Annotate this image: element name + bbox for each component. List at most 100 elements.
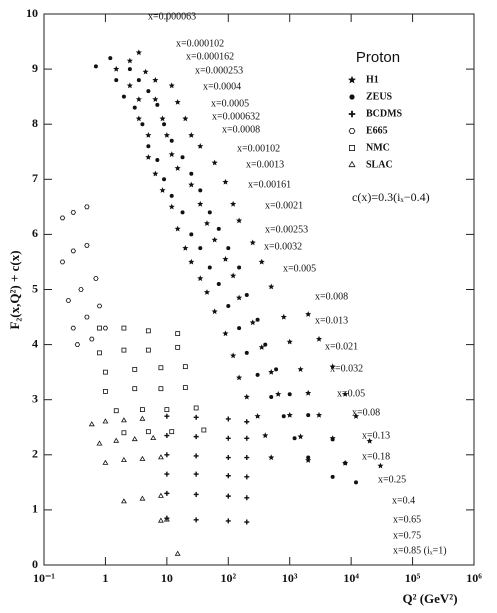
x-tick-label: 10 xyxy=(161,571,173,585)
star-marker xyxy=(262,432,269,439)
dot-marker xyxy=(198,246,203,251)
legend-label: NMC xyxy=(366,142,390,153)
legend-title: Proton xyxy=(356,49,400,66)
star-marker xyxy=(297,366,304,372)
y-tick-label: 10 xyxy=(26,6,38,20)
dot-marker xyxy=(349,94,355,100)
legend-label: ZEUS xyxy=(366,91,393,102)
triangle-marker xyxy=(102,459,109,465)
star-marker xyxy=(163,132,170,138)
dot-marker xyxy=(343,461,348,466)
x-tick-label: 1 xyxy=(102,571,108,585)
hexagon-marker xyxy=(96,303,103,309)
bin-label: x=0.00161 xyxy=(248,179,291,190)
dot-marker xyxy=(162,122,167,127)
y-tick-label: 3 xyxy=(32,391,38,405)
x-tick-label: 10⁶ xyxy=(466,571,482,585)
plot-frame xyxy=(43,13,475,566)
bin-label: x=0.18 xyxy=(362,451,390,462)
square-marker xyxy=(145,328,151,334)
hexagon-marker xyxy=(78,287,84,292)
square-marker xyxy=(121,325,127,331)
cross-marker xyxy=(164,490,170,496)
hexagon-marker xyxy=(70,248,76,254)
triangle-marker xyxy=(150,434,157,441)
dot-marker xyxy=(146,144,151,149)
cross-marker xyxy=(348,110,356,118)
legend-label: SLAC xyxy=(366,159,393,170)
hexagon-marker xyxy=(89,336,95,342)
star-marker xyxy=(348,75,356,84)
triangle-marker xyxy=(139,415,146,421)
square-marker xyxy=(103,389,108,394)
bin-label: x=0.005 xyxy=(283,263,316,274)
y-tick-label: 7 xyxy=(32,171,38,185)
dot-marker xyxy=(162,177,167,182)
cross-marker xyxy=(193,471,199,477)
dot-marker xyxy=(140,122,145,127)
triangle-marker xyxy=(113,437,120,443)
star-marker xyxy=(280,313,287,320)
square-marker xyxy=(113,408,119,414)
dot-marker xyxy=(226,246,231,251)
star-marker xyxy=(188,258,195,265)
x-tick-label: 10⁵ xyxy=(405,571,421,585)
square-marker xyxy=(97,325,102,331)
dot-marker xyxy=(354,480,359,485)
star-marker xyxy=(152,76,159,83)
star-marker xyxy=(316,335,323,342)
star-marker xyxy=(203,220,210,226)
y-tick-label: 5 xyxy=(32,281,38,295)
star-marker xyxy=(230,200,237,207)
cross-marker xyxy=(244,455,250,461)
dot-marker xyxy=(255,372,260,377)
square-marker xyxy=(103,369,108,375)
star-marker xyxy=(268,283,275,290)
triangle-marker xyxy=(88,421,95,427)
dot-marker xyxy=(207,265,212,270)
star-marker xyxy=(135,115,142,122)
bin-label: x=0.08 xyxy=(352,407,380,418)
triangle-marker xyxy=(174,550,181,556)
star-marker xyxy=(168,151,175,158)
dot-marker xyxy=(121,94,126,99)
dot-marker xyxy=(237,265,242,270)
star-marker xyxy=(329,363,336,370)
triangle-marker xyxy=(139,455,146,461)
bin-label: x=0.0008 xyxy=(222,124,260,135)
dot-marker xyxy=(244,350,249,355)
star-marker xyxy=(268,368,275,375)
dot-marker xyxy=(255,317,260,322)
bin-label: x=0.0005 xyxy=(211,98,249,109)
star-marker xyxy=(182,115,189,122)
dot-marker xyxy=(330,437,335,442)
star-marker xyxy=(113,65,120,72)
bin-label: x=0.013 xyxy=(315,315,348,326)
hexagon-marker xyxy=(74,342,81,347)
star-marker xyxy=(211,308,218,315)
square-marker xyxy=(164,407,170,413)
dot-marker xyxy=(292,436,297,441)
hexagon-marker xyxy=(59,215,66,221)
cross-marker xyxy=(193,434,199,440)
bin-label: x=0.05 xyxy=(337,388,365,399)
triangle-marker xyxy=(158,492,164,498)
bin-label: x=0.021 xyxy=(325,341,358,352)
legend-label: E665 xyxy=(366,125,388,136)
dot-marker xyxy=(155,102,160,107)
hexagon-marker xyxy=(84,243,90,248)
square-marker xyxy=(348,144,355,151)
y-tick-label: 9 xyxy=(32,61,38,75)
star-marker xyxy=(197,275,204,282)
star-marker xyxy=(275,391,282,397)
star-marker xyxy=(145,154,152,160)
y-tick-label: 4 xyxy=(32,336,38,350)
square-marker xyxy=(121,347,127,353)
cross-marker xyxy=(164,413,170,419)
dot-marker xyxy=(108,56,113,61)
dot-marker xyxy=(169,138,174,143)
star-marker xyxy=(258,258,265,265)
bin-label: x=0.000253 xyxy=(195,65,243,76)
star-marker xyxy=(135,49,142,56)
